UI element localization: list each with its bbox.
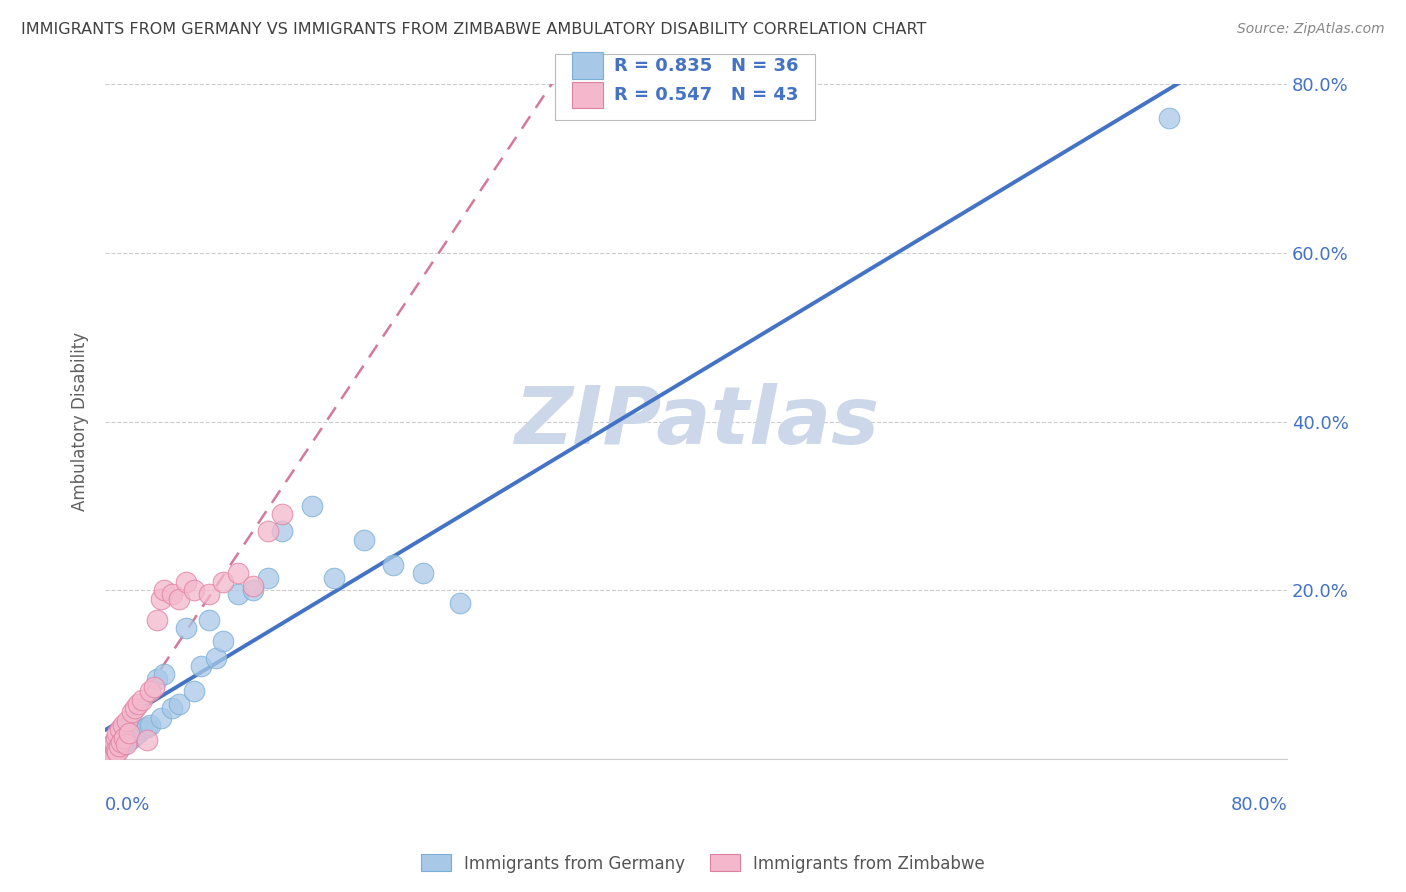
Point bbox=[131, 693, 153, 707]
Point bbox=[301, 499, 323, 513]
Point bbox=[112, 731, 135, 745]
Point bbox=[118, 733, 141, 747]
Text: 0.0%: 0.0% bbox=[105, 796, 150, 814]
Point bbox=[115, 737, 138, 751]
Point bbox=[412, 566, 434, 581]
Point bbox=[105, 745, 128, 759]
Point bbox=[197, 587, 219, 601]
Point bbox=[138, 684, 160, 698]
Point bbox=[111, 718, 134, 732]
Point bbox=[115, 735, 138, 749]
Point bbox=[101, 737, 124, 751]
Point bbox=[146, 613, 169, 627]
Point bbox=[98, 747, 121, 761]
Y-axis label: Ambulatory Disability: Ambulatory Disability bbox=[72, 332, 89, 511]
Point bbox=[1157, 111, 1180, 125]
Point bbox=[101, 745, 124, 759]
Point bbox=[138, 718, 160, 732]
Point bbox=[98, 743, 121, 757]
Text: R = 0.835   N = 36: R = 0.835 N = 36 bbox=[614, 56, 799, 75]
Point bbox=[183, 684, 205, 698]
Point bbox=[176, 621, 198, 635]
Point bbox=[98, 747, 121, 762]
Point bbox=[271, 508, 294, 522]
Point bbox=[167, 591, 190, 606]
Text: Source: ZipAtlas.com: Source: ZipAtlas.com bbox=[1237, 22, 1385, 37]
Point bbox=[256, 524, 278, 539]
Point bbox=[104, 743, 127, 757]
Point bbox=[150, 591, 173, 606]
Point bbox=[382, 558, 405, 572]
Point bbox=[242, 583, 264, 598]
Point bbox=[110, 735, 132, 749]
Point bbox=[118, 726, 141, 740]
Point bbox=[176, 574, 198, 589]
Point bbox=[104, 731, 127, 745]
Point bbox=[101, 747, 124, 762]
Point bbox=[205, 650, 228, 665]
Point bbox=[146, 672, 169, 686]
Point bbox=[150, 711, 173, 725]
Point bbox=[131, 723, 153, 737]
Point bbox=[212, 633, 235, 648]
Point bbox=[127, 726, 149, 740]
Point bbox=[103, 749, 125, 764]
Point bbox=[143, 680, 166, 694]
Point bbox=[449, 596, 471, 610]
Text: 80.0%: 80.0% bbox=[1230, 796, 1286, 814]
Point bbox=[121, 706, 143, 720]
Point bbox=[323, 570, 346, 584]
Point bbox=[107, 741, 129, 756]
Point bbox=[108, 723, 131, 737]
Point bbox=[271, 524, 294, 539]
Point bbox=[107, 739, 129, 753]
Text: R = 0.547   N = 43: R = 0.547 N = 43 bbox=[614, 86, 799, 104]
Point bbox=[135, 720, 157, 734]
Point bbox=[100, 739, 122, 753]
Text: ZIPatlas: ZIPatlas bbox=[513, 383, 879, 460]
Point bbox=[124, 728, 146, 742]
Point bbox=[100, 741, 122, 756]
Point bbox=[226, 587, 249, 601]
Point bbox=[167, 697, 190, 711]
Point bbox=[160, 587, 183, 601]
Point bbox=[97, 745, 120, 759]
Point bbox=[256, 570, 278, 584]
Point bbox=[97, 747, 120, 762]
Legend: Immigrants from Germany, Immigrants from Zimbabwe: Immigrants from Germany, Immigrants from… bbox=[415, 847, 991, 880]
Text: IMMIGRANTS FROM GERMANY VS IMMIGRANTS FROM ZIMBABWE AMBULATORY DISABILITY CORREL: IMMIGRANTS FROM GERMANY VS IMMIGRANTS FR… bbox=[21, 22, 927, 37]
Point bbox=[190, 659, 212, 673]
Point bbox=[124, 701, 146, 715]
Point bbox=[103, 735, 125, 749]
Point bbox=[183, 583, 205, 598]
Point bbox=[197, 613, 219, 627]
Point bbox=[111, 737, 134, 751]
Point bbox=[127, 697, 149, 711]
Point bbox=[117, 714, 139, 728]
Point bbox=[105, 726, 128, 740]
Point bbox=[353, 533, 375, 547]
Point bbox=[212, 574, 235, 589]
Point bbox=[96, 749, 118, 764]
Point bbox=[242, 579, 264, 593]
Point bbox=[153, 667, 176, 681]
Point bbox=[121, 731, 143, 745]
Point bbox=[153, 583, 176, 598]
Point bbox=[160, 701, 183, 715]
Point bbox=[135, 733, 157, 747]
Point bbox=[108, 739, 131, 753]
Point bbox=[226, 566, 249, 581]
Point bbox=[104, 743, 127, 757]
